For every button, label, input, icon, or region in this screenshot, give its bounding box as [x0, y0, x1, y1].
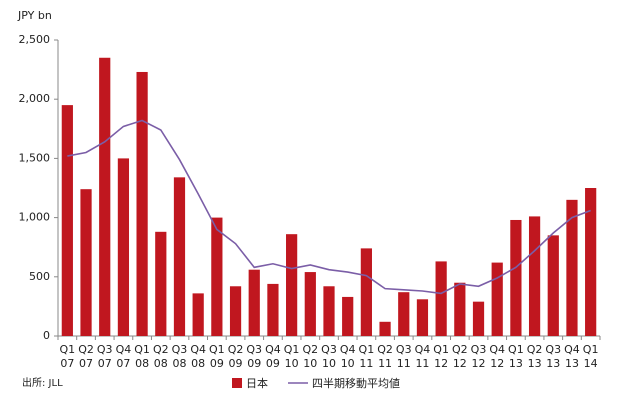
x-tick-label: Q4 12 [489, 343, 506, 370]
x-tick-label: Q2 09 [227, 343, 244, 370]
x-tick-label: Q1 13 [508, 343, 524, 370]
y-tick-label: 2,500 [19, 33, 51, 46]
x-tick-label: Q2 12 [451, 343, 468, 370]
x-tick-label: Q4 10 [339, 343, 356, 370]
bar [155, 231, 167, 336]
bar [211, 217, 223, 336]
bar [323, 286, 335, 336]
x-tick-label: Q1 07 [59, 343, 76, 370]
bar [61, 105, 73, 337]
x-tick-label: Q1 10 [283, 343, 300, 370]
x-tick-label: Q2 08 [152, 343, 169, 370]
bar [192, 293, 204, 336]
bar [435, 261, 447, 336]
x-tick-label: Q3 07 [96, 343, 113, 370]
y-tick-label: 0 [43, 329, 50, 342]
source: 出所: JLL [22, 376, 63, 389]
legend-label: 日本 [246, 376, 268, 390]
bar [267, 283, 279, 336]
x-tick-label: Q1 14 [582, 343, 599, 370]
bar [136, 71, 148, 336]
line [67, 119, 591, 295]
x-tick-label: Q2 07 [78, 343, 94, 370]
bar [342, 296, 354, 336]
x-tick-label: Q2 10 [302, 343, 319, 370]
bar [566, 199, 578, 336]
bar [229, 286, 242, 336]
x-tick-label: Q4 09 [265, 343, 281, 370]
bar [286, 234, 298, 336]
legend-label: 四半期移動平均値 [312, 376, 400, 390]
bar [528, 216, 541, 336]
bar [80, 189, 92, 336]
bar [491, 262, 503, 336]
x-tick-label: Q2 11 [377, 343, 393, 370]
bar [248, 269, 260, 336]
x-tick-label: Q4 07 [115, 343, 132, 370]
bar [99, 57, 111, 336]
y-axis-title: JPY bn [17, 9, 52, 22]
bar [510, 219, 522, 336]
bar [379, 321, 391, 336]
x-tick-label: Q4 11 [414, 343, 431, 370]
y-tick-label: 500 [29, 270, 50, 283]
bar [117, 158, 130, 336]
x-tick-label: Q2 13 [526, 343, 543, 370]
x-tick-label: Q3 08 [171, 343, 188, 370]
legend-swatch [232, 378, 242, 388]
bar [304, 272, 316, 336]
bar [173, 177, 186, 336]
x-tick-label: Q1 11 [358, 343, 375, 370]
bar [360, 248, 372, 336]
x-tick-label: Q3 09 [246, 343, 263, 370]
x-tick-label: Q4 08 [190, 343, 206, 370]
bar [472, 301, 485, 336]
x-tick-label: Q3 10 [321, 343, 337, 370]
x-tick-label: Q3 11 [395, 343, 412, 370]
bar [416, 299, 429, 336]
bar [454, 282, 466, 336]
y-tick-label: 2,000 [19, 92, 51, 105]
bar [398, 292, 410, 336]
x-tick-label: Q1 12 [433, 343, 449, 370]
x-tick-label: Q3 13 [545, 343, 562, 370]
x-tick-label: Q4 13 [564, 343, 580, 370]
y-tick-label: 1,500 [19, 151, 51, 164]
x-tick-label: Q3 12 [470, 343, 487, 370]
bar [585, 188, 597, 336]
y-tick-label: 1,000 [19, 211, 51, 224]
x-tick-label: Q1 08 [134, 343, 150, 370]
bar [547, 235, 559, 336]
x-tick-label: Q1 09 [209, 343, 225, 370]
